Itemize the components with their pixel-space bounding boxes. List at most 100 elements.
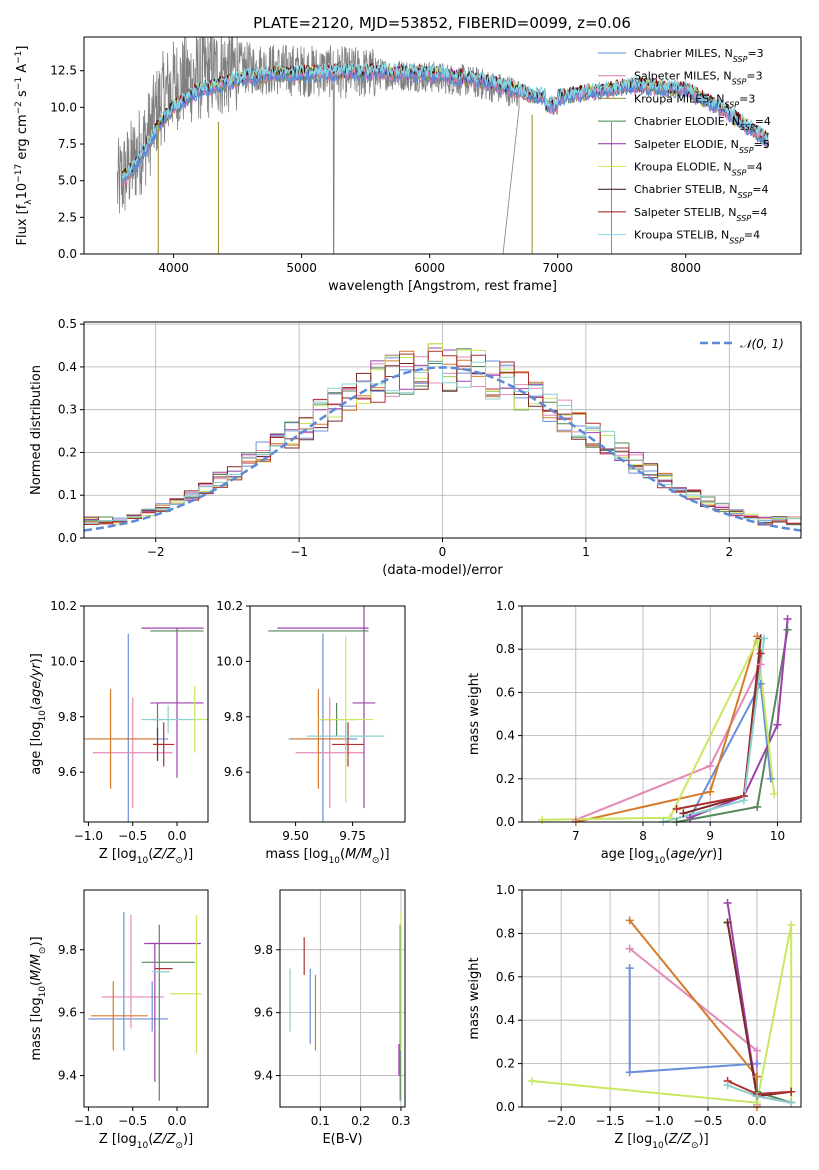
x-tick-label: 10 <box>770 829 785 843</box>
x-tick-label: 8000 <box>670 261 701 275</box>
axes-frame <box>83 605 209 823</box>
data-point-marker <box>538 815 547 824</box>
x-axis-label: E(B-V) <box>322 1132 362 1147</box>
y-tick-label: 0.3 <box>58 403 77 417</box>
x-axis-label: Z [log10(Z/Z⊙)] <box>614 1132 708 1151</box>
legend-label: Kroupa ELODIE, NSSP=4 <box>634 161 763 178</box>
data-point-marker <box>672 805 681 814</box>
y-tick-label: 0.4 <box>58 360 77 374</box>
x-tick-label: −1.0 <box>644 1114 673 1128</box>
y-tick-label: 0.0 <box>58 247 77 261</box>
x-tick-label: −1 <box>290 545 308 559</box>
x-axis-label: (data-model)/error <box>382 563 503 578</box>
data-point-marker <box>706 761 715 770</box>
y-tick-label: 0.2 <box>58 445 77 459</box>
data-point-marker <box>723 918 732 927</box>
data-point-marker <box>787 1087 796 1096</box>
x-tick-label: −1.0 <box>74 829 103 843</box>
data-point-marker <box>679 809 688 818</box>
x-tick-label: −0.5 <box>693 1114 722 1128</box>
gaussian-curve <box>84 366 801 532</box>
legend-label: Chabrier ELODIE, NSSP=4 <box>634 115 771 132</box>
x-tick-label: 9 <box>706 829 714 843</box>
data-point-marker <box>756 649 765 658</box>
y-tick-label: 0.5 <box>58 317 77 331</box>
chart-mass-weight-vs-age: 7 8 9 10 0.0 0.2 0.4 0.6 0.8 1.0 age [log10(age/yr… <box>467 599 802 866</box>
axes-frame <box>83 36 802 255</box>
y-axis-label: mass [log10(M/M⊙)] <box>29 936 48 1060</box>
plot-area <box>116 37 769 254</box>
mass-weight-series <box>575 663 762 821</box>
x-tick-label: 2 <box>725 545 733 559</box>
y-tick-label: 9.8 <box>58 710 77 724</box>
y-tick-label: 10.2 <box>216 599 243 613</box>
legend-label: Salpeter ELODIE, NSSP=5 <box>634 138 770 155</box>
data-point-marker <box>752 1072 761 1081</box>
data-point-marker <box>783 625 792 634</box>
axes-frame <box>249 605 406 823</box>
x-tick-label: 0.0 <box>167 829 186 843</box>
residual-histogram <box>84 350 801 526</box>
data-point-marker <box>625 916 634 925</box>
chart-age-vs-mass: 9.50 9.75 9.6 9.8 10.0 10.2 mass [log10(M/M⊙)] <box>216 599 406 866</box>
y-tick-label: 0.1 <box>58 488 77 502</box>
y-tick-label: 5.0 <box>58 174 77 188</box>
mass-weight-series <box>726 922 792 1104</box>
y-axis-label: Normed distribution <box>29 365 44 495</box>
legend-label: Chabrier STELIB, NSSP=4 <box>634 183 768 200</box>
data-point-marker <box>625 944 634 953</box>
y-tick-label: 1.0 <box>496 883 515 897</box>
x-tick-label: −0.5 <box>118 1114 147 1128</box>
x-tick-label: −1.5 <box>596 1114 625 1128</box>
data-point-marker <box>787 920 796 929</box>
mass-weight-series <box>542 637 776 821</box>
plot-area <box>289 912 402 1101</box>
y-tick-label: 9.8 <box>224 710 243 724</box>
model-spectrum-line <box>121 61 769 179</box>
data-point-marker <box>686 813 695 822</box>
mass-weight-series <box>575 635 759 822</box>
data-point-marker <box>773 720 782 729</box>
y-tick-label: 0.4 <box>496 1013 515 1027</box>
y-tick-label: 10.2 <box>50 599 77 613</box>
x-tick-label: −0.5 <box>118 829 147 843</box>
y-tick-label: 10.0 <box>216 654 243 668</box>
y-tick-label: 9.6 <box>254 1006 273 1020</box>
mass-weight-series <box>531 924 793 1104</box>
y-tick-label: 9.4 <box>254 1069 273 1083</box>
data-spectrum-line <box>116 37 520 254</box>
data-point-marker <box>625 1068 634 1077</box>
y-axis-label: age [log10(age/yr)] <box>29 653 48 775</box>
chart-residuals: −2 −1 0 1 2 0.0 0.1 0.2 0.3 0.4 0.5 (data-model)/er… <box>29 317 802 578</box>
legend-label: Kroupa MILES, NSSP=3 <box>634 92 755 109</box>
x-tick-label: 1 <box>582 545 590 559</box>
data-point-marker <box>766 774 775 783</box>
data-point-marker <box>752 1092 761 1101</box>
x-tick-label: −1.0 <box>74 1114 103 1128</box>
data-point-marker <box>527 1076 536 1085</box>
y-axis-label: mass weight <box>467 673 482 755</box>
y-tick-label: 0.0 <box>496 815 515 829</box>
residual-histogram <box>84 361 801 524</box>
data-point-marker <box>625 964 634 973</box>
data-point-marker <box>665 813 674 822</box>
x-tick-label: 4000 <box>158 261 189 275</box>
chart-spectrum: 4000 5000 6000 7000 8000 0.0 2.5 5.0 7.5 10.0 12.5… <box>14 36 802 294</box>
y-tick-label: 0.6 <box>496 970 515 984</box>
data-point-marker <box>706 787 715 796</box>
x-tick-label: 7000 <box>542 261 573 275</box>
x-tick-label: 6000 <box>414 261 445 275</box>
data-point-marker <box>723 1081 732 1090</box>
x-tick-label: 0.3 <box>391 1114 410 1128</box>
data-point-marker <box>752 1059 761 1068</box>
y-tick-label: 9.6 <box>58 1006 77 1020</box>
data-point-marker <box>723 899 732 908</box>
y-tick-label: 1.0 <box>496 599 515 613</box>
axes-frame <box>83 889 209 1108</box>
x-axis-label: Z [log10(Z/Z⊙)] <box>99 1132 193 1151</box>
y-tick-label: 0.0 <box>496 1100 515 1114</box>
x-tick-label: 0.1 <box>311 1114 330 1128</box>
figure-title: PLATE=2120, MJD=53852, FIBERID=0099, z=0… <box>253 14 631 32</box>
y-tick-label: 9.6 <box>58 765 77 779</box>
